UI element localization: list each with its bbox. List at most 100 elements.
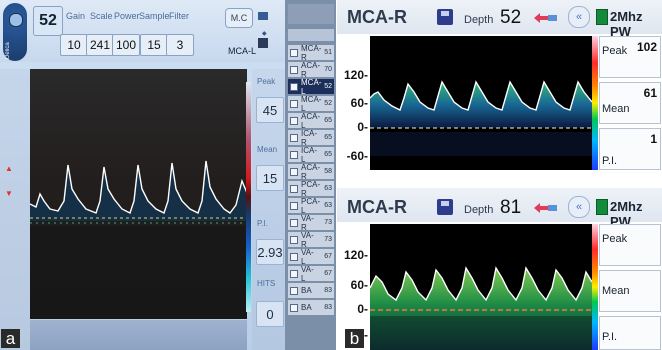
mc-button[interactable]: M.C — [225, 8, 253, 28]
hits-value: 0 — [256, 301, 284, 327]
measurement-panel: Peak 45 Mean 15 P.I. 2.93 HITS 0 — [252, 69, 285, 350]
sample-label: Sample — [139, 11, 170, 21]
vessel-name: VA-R — [301, 213, 314, 232]
pi-box: P.I. — [599, 316, 661, 350]
vessel-list-item[interactable]: ACA-R 70 — [288, 61, 334, 79]
checkbox-icon[interactable] — [290, 65, 298, 74]
checkbox-icon[interactable] — [290, 82, 298, 91]
probe-mode: 2Mhz PW — [610, 9, 643, 39]
indicator-mark: ◆ — [262, 31, 267, 37]
checkbox-icon[interactable] — [290, 99, 298, 108]
vessel-name: MCA-L — [301, 94, 322, 113]
checkbox-icon[interactable] — [290, 201, 298, 210]
mean-label: Mean — [257, 145, 278, 154]
measurement-panel: Peak 102 Mean 61 P.I. 1 — [599, 36, 662, 170]
marker-icon: ▼ — [5, 189, 13, 198]
tick-label: 60- — [350, 278, 368, 292]
checkbox-icon[interactable] — [290, 133, 298, 142]
record-icon[interactable] — [258, 38, 268, 48]
peak-value: 45 — [256, 97, 284, 123]
checkbox-icon[interactable] — [290, 150, 298, 159]
vessel-list-item[interactable]: ACA-R 58 — [288, 162, 334, 181]
vessel-list-item-selected[interactable]: MCA-L 52 — [288, 78, 334, 96]
mean-value: 61 — [643, 86, 657, 100]
tick-label: 120- — [343, 248, 368, 262]
vessel-list-item[interactable]: ACA-L 65 — [288, 112, 334, 130]
chevron-left-icon[interactable]: « — [568, 6, 590, 28]
vessel-depth: 63 — [324, 185, 332, 192]
checkbox-icon[interactable] — [290, 167, 298, 176]
power-value[interactable]: 100 — [112, 34, 140, 56]
vessel-list-item[interactable]: MCA-L 52 — [288, 94, 334, 113]
device-logo-icon: Delica — [3, 3, 27, 61]
mean-box: Mean 61 — [599, 82, 661, 124]
vessel-list-item[interactable]: BA 83 — [288, 300, 334, 315]
vessel-list-item[interactable]: PCA-L 63 — [288, 196, 334, 215]
vessel-depth: 65 — [324, 151, 332, 158]
vessel-list-item[interactable]: VA-L 67 — [288, 247, 334, 266]
vessel-depth: 51 — [324, 49, 332, 56]
checkbox-icon[interactable] — [290, 269, 298, 278]
peak-label: Peak — [602, 233, 628, 245]
vessel-name: VA-L — [301, 247, 314, 266]
vessel-name: PCA-L — [301, 196, 321, 215]
doppler-waveform — [370, 266, 592, 350]
depth-value[interactable]: 81 — [500, 197, 522, 218]
doppler-waveform — [30, 160, 247, 224]
doppler-screen-top: MCA-R Depth 52 « 2Mhz PW 120- 60- 0- -60… — [337, 0, 662, 176]
checkbox-icon[interactable] — [290, 116, 298, 125]
pi-label: P.I. — [257, 219, 268, 228]
vessel-list-item[interactable]: VA-R 73 — [288, 213, 334, 232]
vessel-list-item[interactable]: PCA-R 63 — [288, 179, 334, 198]
vessel-name: ACA-R — [301, 162, 321, 181]
vessel-list-item[interactable]: VA-R 73 — [288, 231, 334, 249]
peak-box: Peak 102 — [599, 36, 661, 78]
vessel-name: ICA-R — [301, 128, 317, 147]
vessel-name: PCA-R — [301, 179, 321, 198]
depth-label: Depth — [464, 14, 494, 26]
vessel-list-header — [288, 4, 334, 24]
vessel-list: MCA-R 51 ACA-R 70 MCA-L 52 MCA-L 52 ACA-L 65 … — [285, 0, 336, 350]
probe-icon[interactable] — [534, 203, 558, 213]
hits-label: HITS — [257, 279, 276, 288]
vessel-list-item[interactable]: BA 83 — [288, 283, 334, 298]
probe-icon[interactable] — [534, 13, 558, 23]
save-icon[interactable] — [437, 9, 453, 25]
chevron-left-icon[interactable]: « — [568, 196, 590, 218]
panel-label: a — [1, 329, 20, 348]
depth-value[interactable]: 52 — [500, 7, 522, 28]
sample-value[interactable]: 15 — [140, 34, 168, 56]
vessel-list-subheader — [288, 29, 334, 41]
vessel-depth: 70 — [324, 66, 332, 73]
vessel-depth: 65 — [324, 134, 332, 141]
checkbox-icon[interactable] — [290, 184, 298, 193]
save-icon[interactable] — [437, 199, 453, 215]
checkbox-icon[interactable] — [290, 235, 298, 244]
checkbox-icon[interactable] — [290, 286, 298, 295]
vessel-list-item[interactable]: ICA-R 65 — [288, 128, 334, 147]
filter-value[interactable]: 3 — [166, 34, 194, 56]
checkbox-icon[interactable] — [290, 48, 298, 57]
vessel-depth: 83 — [324, 287, 332, 294]
vessel-list-item[interactable]: ICA-L 65 — [288, 146, 334, 164]
save-icon[interactable] — [258, 12, 268, 20]
vessel-depth: 58 — [324, 168, 332, 175]
checkbox-icon[interactable] — [290, 218, 298, 227]
gain-value[interactable]: 10 — [60, 34, 88, 56]
scale-label: Scale — [90, 11, 113, 21]
tick-label: -60- — [346, 149, 368, 163]
filter-label: Filter — [169, 11, 189, 21]
checkbox-icon[interactable] — [290, 303, 298, 312]
tick-label: 120- — [343, 68, 368, 82]
velocity-color-bar — [592, 224, 598, 350]
velocity-color-bar — [592, 36, 598, 170]
vessel-list-item[interactable]: MCA-R 51 — [288, 44, 334, 62]
pi-label: P.I. — [602, 155, 618, 167]
pi-value: 1 — [650, 132, 657, 146]
tick-label: 0- — [357, 120, 368, 134]
scale-value[interactable]: 241 — [86, 34, 114, 56]
depth-value[interactable]: 52 — [33, 6, 63, 36]
vessel-list-item[interactable]: VA-L 67 — [288, 265, 334, 283]
checkbox-icon[interactable] — [290, 252, 298, 261]
measurement-panel: Peak Mean P.I. — [599, 224, 662, 350]
